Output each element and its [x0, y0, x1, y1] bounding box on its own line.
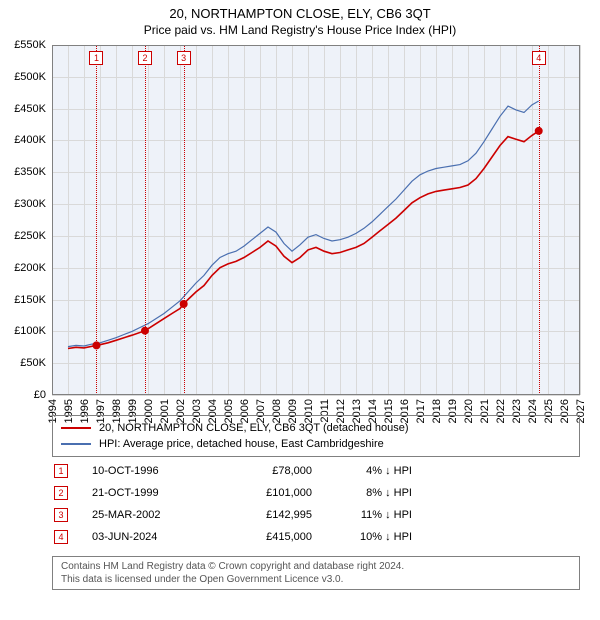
- sales-row-price: £101,000: [212, 487, 312, 499]
- line-series: [52, 45, 580, 395]
- series-hpi: [68, 101, 539, 347]
- sales-row-date: 03-JUN-2024: [92, 531, 212, 543]
- legend: 20, NORTHAMPTON CLOSE, ELY, CB6 3QT (det…: [52, 415, 580, 457]
- sale-marker-3: 3: [177, 51, 191, 65]
- y-tick-label: £450K: [14, 103, 46, 115]
- sales-row-price: £78,000: [212, 465, 312, 477]
- sales-row: 4 03-JUN-2024£415,000 10% ↓ HPI: [52, 526, 580, 548]
- sale-vline: [184, 45, 185, 395]
- y-tick-label: £200K: [14, 262, 46, 274]
- y-tick-label: £350K: [14, 166, 46, 178]
- sales-row-date: 25-MAR-2002: [92, 509, 212, 521]
- legend-item: HPI: Average price, detached house, East…: [61, 436, 571, 452]
- legend-label: 20, NORTHAMPTON CLOSE, ELY, CB6 3QT (det…: [99, 422, 409, 434]
- y-tick-label: £550K: [14, 39, 46, 51]
- sales-row: 2 21-OCT-1999£101,000 8% ↓ HPI: [52, 482, 580, 504]
- y-tick-label: £500K: [14, 71, 46, 83]
- y-tick-label: £0: [34, 389, 46, 401]
- sales-row-marker: 3: [54, 508, 68, 522]
- legend-label: HPI: Average price, detached house, East…: [99, 438, 384, 450]
- footer-line-2: This data is licensed under the Open Gov…: [61, 573, 571, 586]
- y-tick-label: £250K: [14, 230, 46, 242]
- data-attribution: Contains HM Land Registry data © Crown c…: [52, 556, 580, 590]
- sales-row-pct: 8% ↓ HPI: [332, 487, 412, 499]
- sale-marker-2: 2: [138, 51, 152, 65]
- sale-vline: [145, 45, 146, 395]
- sales-row-marker: 4: [54, 530, 68, 544]
- sale-vline: [539, 45, 540, 395]
- legend-swatch: [61, 427, 91, 429]
- footer-line-1: Contains HM Land Registry data © Crown c…: [61, 560, 571, 573]
- chart-subtitle: Price paid vs. HM Land Registry's House …: [0, 21, 600, 37]
- y-tick-label: £50K: [20, 357, 46, 369]
- sales-row-pct: 10% ↓ HPI: [332, 531, 412, 543]
- y-tick-label: £300K: [14, 198, 46, 210]
- sales-row-price: £415,000: [212, 531, 312, 543]
- legend-item: 20, NORTHAMPTON CLOSE, ELY, CB6 3QT (det…: [61, 420, 571, 436]
- sales-row-marker: 2: [54, 486, 68, 500]
- legend-swatch: [61, 443, 91, 445]
- chart-title: 20, NORTHAMPTON CLOSE, ELY, CB6 3QT: [0, 0, 600, 21]
- series-property: [68, 131, 539, 349]
- sales-row-date: 21-OCT-1999: [92, 487, 212, 499]
- y-tick-label: £150K: [14, 294, 46, 306]
- chart-area: 1234 £0£50K£100K£150K£200K£250K£300K£350…: [52, 45, 580, 395]
- sales-row: 1 10-OCT-1996£78,000 4% ↓ HPI: [52, 460, 580, 482]
- sales-row-price: £142,995: [212, 509, 312, 521]
- y-tick-label: £100K: [14, 325, 46, 337]
- sale-vline: [96, 45, 97, 395]
- sales-row-marker: 1: [54, 464, 68, 478]
- sales-table: 110-OCT-1996£78,0004% ↓ HPI221-OCT-1999£…: [52, 460, 580, 548]
- sales-row: 3 25-MAR-2002£142,995 11% ↓ HPI: [52, 504, 580, 526]
- sale-marker-1: 1: [89, 51, 103, 65]
- sale-marker-4: 4: [532, 51, 546, 65]
- sales-row-date: 10-OCT-1996: [92, 465, 212, 477]
- sales-row-pct: 4% ↓ HPI: [332, 465, 412, 477]
- y-tick-label: £400K: [14, 134, 46, 146]
- sales-row-pct: 11% ↓ HPI: [332, 509, 412, 521]
